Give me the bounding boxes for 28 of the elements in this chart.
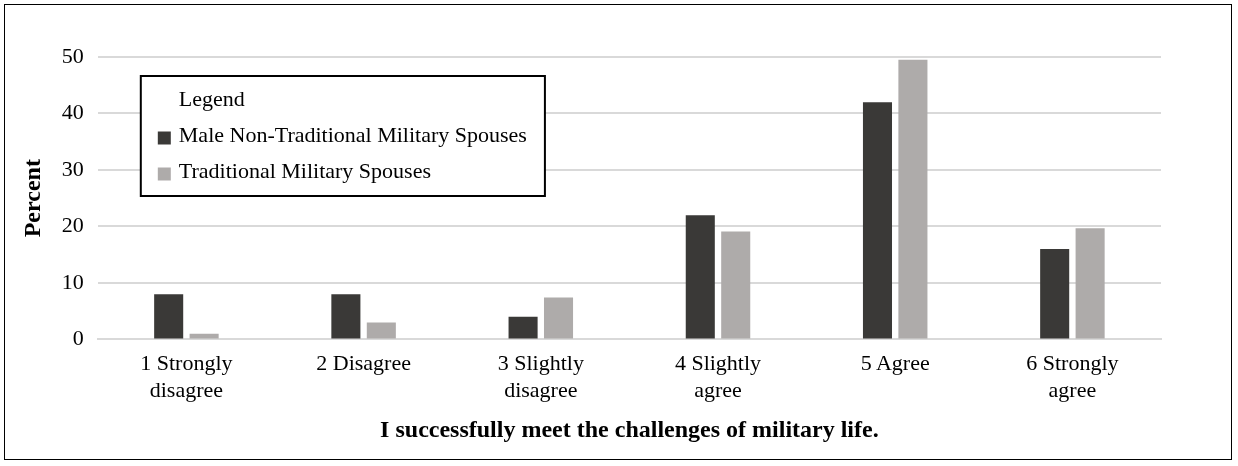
x-tick-label: 6 Strongly agree <box>1026 350 1119 402</box>
x-tick-label: 4 Slightly agree <box>674 350 762 402</box>
legend-title: Legend <box>178 85 245 111</box>
bar <box>366 322 396 339</box>
bar <box>685 215 715 339</box>
x-tick-label: 5 Agree <box>860 350 930 376</box>
bar <box>331 294 361 339</box>
legend-label: Traditional Military Spouses <box>178 157 431 183</box>
y-tick-label: 0 <box>72 325 84 351</box>
x-axis-title: I successfully meet the challenges of military life. <box>380 415 879 442</box>
legend-label: Male Non-Traditional Military Spouses <box>178 121 527 147</box>
y-tick-label: 10 <box>61 268 84 294</box>
y-tick-label: 40 <box>61 99 84 125</box>
bar <box>543 297 574 339</box>
bar <box>154 294 184 339</box>
x-tick-label: 3 Slightly disagree <box>497 350 584 402</box>
bar <box>898 59 928 339</box>
bar <box>1040 249 1070 339</box>
y-axis-title: Percent <box>18 159 45 238</box>
bar <box>508 316 538 339</box>
y-tick-label: 20 <box>61 212 84 238</box>
x-tick-label: 1 Strongly disagree <box>140 350 233 402</box>
bar <box>1075 228 1105 339</box>
x-tick-label: 2 Disagree <box>316 350 411 376</box>
y-tick-label: 50 <box>61 42 84 68</box>
y-tick-label: 30 <box>61 155 84 181</box>
bar <box>721 231 751 339</box>
bar <box>862 102 893 339</box>
